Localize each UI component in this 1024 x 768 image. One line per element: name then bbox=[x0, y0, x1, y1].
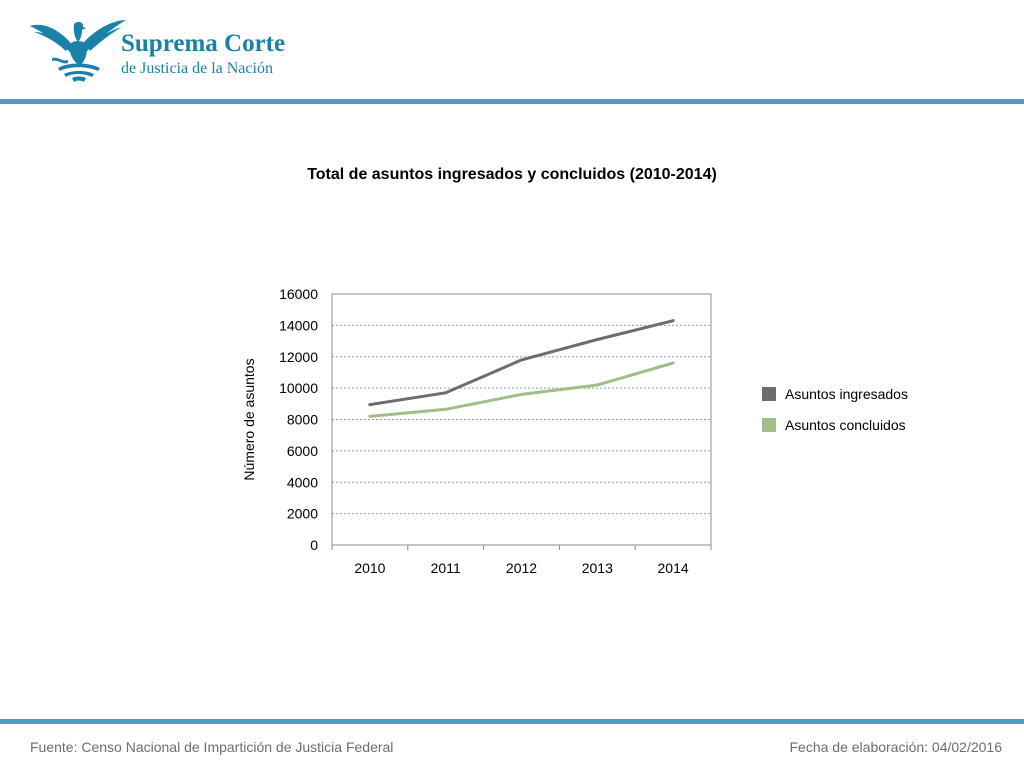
series-line-2 bbox=[368, 361, 675, 418]
x-tick-label: 2010 bbox=[354, 560, 385, 576]
y-tick-label: 10000 bbox=[279, 380, 318, 396]
eagle-emblem-icon bbox=[30, 20, 126, 82]
footer-date: Fecha de elaboración: 04/02/2016 bbox=[789, 739, 1003, 755]
brand-name: Suprema Corte bbox=[121, 30, 286, 57]
y-axis-label: Número de asuntos bbox=[241, 358, 257, 480]
legend-label: Asuntos ingresados bbox=[785, 386, 908, 402]
plot-area bbox=[331, 293, 712, 546]
data-point bbox=[368, 403, 372, 407]
y-tick-label: 16000 bbox=[279, 286, 318, 302]
header-divider bbox=[0, 99, 1024, 104]
x-tick-label: 2013 bbox=[582, 560, 613, 576]
data-point bbox=[671, 361, 675, 365]
legend-label: Asuntos concluidos bbox=[785, 417, 906, 433]
y-tick-label: 8000 bbox=[287, 412, 318, 428]
x-tick-label: 2011 bbox=[431, 560, 461, 576]
footer-source: Fuente: Censo Nacional de Impartición de… bbox=[30, 739, 394, 755]
legend-swatch bbox=[762, 418, 776, 432]
y-tick-label: 2000 bbox=[287, 506, 318, 522]
x-tick-label: 2014 bbox=[658, 560, 689, 576]
legend-swatch bbox=[762, 387, 776, 401]
x-tick-label: 2012 bbox=[506, 560, 537, 576]
data-point bbox=[444, 391, 448, 395]
brand-subtitle: de Justicia de la Nación bbox=[121, 60, 273, 77]
chart-title: Total de asuntos ingresados y concluidos… bbox=[307, 166, 717, 183]
footer-divider bbox=[0, 719, 1024, 724]
y-tick-label: 4000 bbox=[287, 474, 318, 490]
data-point bbox=[520, 358, 523, 362]
data-point bbox=[595, 383, 599, 387]
y-tick-label: 0 bbox=[310, 537, 318, 553]
data-point bbox=[671, 319, 675, 323]
data-point bbox=[444, 407, 448, 411]
y-tick-label: 6000 bbox=[287, 443, 318, 459]
series-line-1 bbox=[368, 319, 675, 407]
data-point bbox=[520, 392, 523, 396]
y-tick-label: 12000 bbox=[279, 349, 318, 365]
y-tick-label: 14000 bbox=[279, 317, 318, 333]
data-point bbox=[595, 337, 599, 341]
data-point bbox=[368, 414, 372, 418]
